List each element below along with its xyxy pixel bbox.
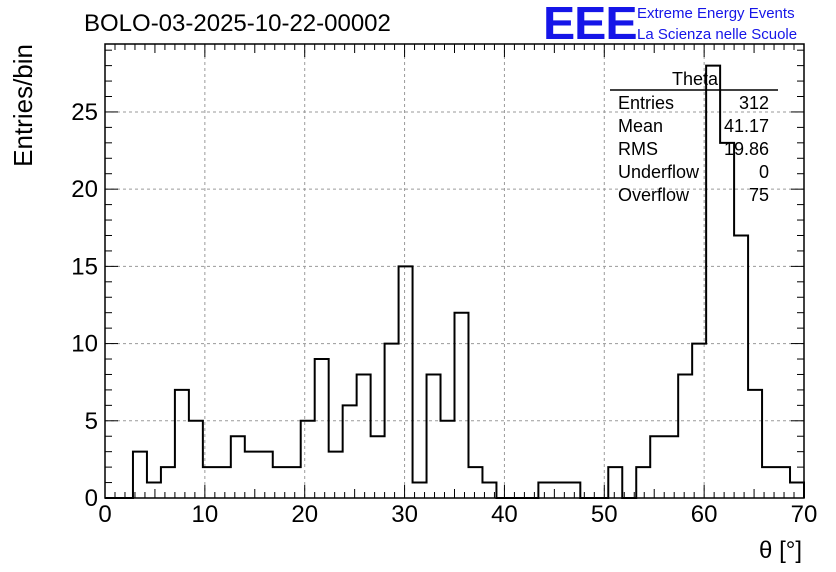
x-tick-label: 50 bbox=[591, 501, 618, 528]
stat-value-rms: 19.86 bbox=[723, 139, 769, 159]
y-tick-label: 5 bbox=[85, 408, 98, 435]
x-tick-label: 70 bbox=[791, 501, 818, 528]
histogram-series bbox=[105, 64, 805, 499]
y-tick-label: 10 bbox=[71, 331, 98, 358]
axes: 0 10 20 30 40 50 60 70 0 5 10 15 20 25 θ [°] Entries/bi… bbox=[8, 43, 818, 564]
x-axis-label: θ [°] bbox=[759, 537, 802, 564]
y-tick-label: 20 bbox=[71, 176, 98, 203]
stat-label-overflow: Overflow bbox=[618, 185, 690, 205]
y-axis-label: Entries/bin bbox=[8, 44, 38, 167]
histogram-line bbox=[105, 64, 805, 499]
stat-label-underflow: Underflow bbox=[618, 162, 700, 182]
stat-label-rms: RMS bbox=[618, 139, 658, 159]
eee-logo: EEE bbox=[543, 0, 638, 49]
x-tick-label: 20 bbox=[291, 501, 318, 528]
y-tick-label: 25 bbox=[71, 99, 98, 126]
x-tick-label: 30 bbox=[391, 501, 418, 528]
logo-line-1: Extreme Energy Events bbox=[637, 5, 795, 22]
stat-label-entries: Entries bbox=[618, 93, 675, 113]
stat-value-underflow: 0 bbox=[758, 162, 769, 182]
stats-title: Theta bbox=[671, 69, 719, 89]
x-tick-label: 60 bbox=[691, 501, 718, 528]
stat-value-mean: 41.17 bbox=[723, 116, 769, 136]
x-tick-label: 10 bbox=[192, 501, 219, 528]
y-tick-label: 0 bbox=[85, 485, 98, 512]
x-tick-label: 40 bbox=[491, 501, 518, 528]
stat-value-overflow: 75 bbox=[748, 185, 769, 205]
chart-title: BOLO-03-2025-10-22-00002 bbox=[84, 10, 391, 37]
stat-value-entries: 312 bbox=[738, 93, 769, 113]
stats-box bbox=[610, 89, 778, 91]
logo-line-2: La Scienza nelle Scuole bbox=[637, 26, 798, 43]
x-tick-label: 0 bbox=[98, 501, 111, 528]
y-tick-label: 15 bbox=[71, 253, 98, 280]
grid bbox=[105, 44, 804, 498]
stat-label-mean: Mean bbox=[618, 116, 664, 136]
